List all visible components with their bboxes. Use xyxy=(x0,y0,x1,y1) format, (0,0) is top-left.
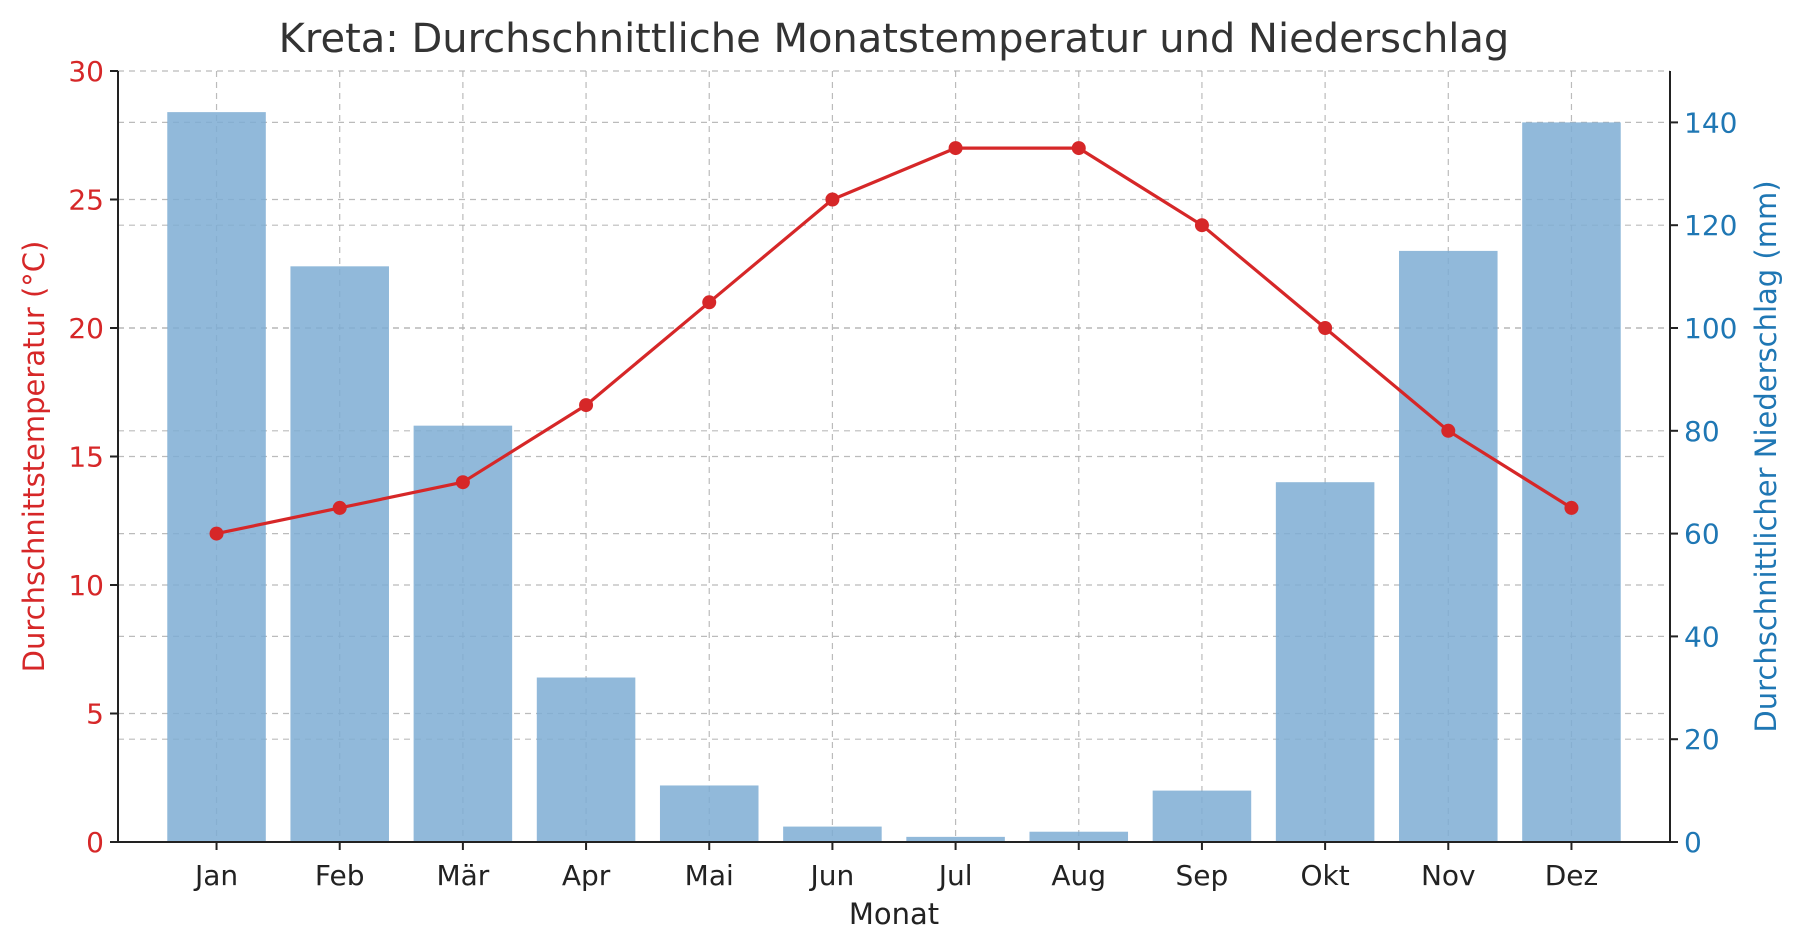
y-right-tick-label: 140 xyxy=(1684,106,1737,139)
precipitation-bar xyxy=(906,836,1005,842)
precipitation-bar xyxy=(536,677,636,842)
x-tick-label: Jan xyxy=(193,859,238,892)
y-left-tick-label: 5 xyxy=(86,698,104,731)
precipitation-bar xyxy=(290,266,389,842)
y-right-tick-label: 20 xyxy=(1684,723,1720,756)
x-tick-label: Apr xyxy=(562,859,611,892)
axes: Jan Feb Mär Apr Mai Jun Jul Aug Sep Okt Nov Dez 0 5 10… xyxy=(68,55,1737,892)
temperature-point xyxy=(1564,500,1579,515)
precipitation-bars xyxy=(167,112,1621,843)
y-left-tick-label: 20 xyxy=(68,312,104,345)
temperature-point xyxy=(579,398,594,413)
precipitation-bar xyxy=(783,826,882,842)
x-axis-label: Monat xyxy=(849,897,939,931)
temperature-point xyxy=(209,526,224,541)
temperature-point xyxy=(948,141,963,156)
chart-title: Kreta: Durchschnittliche Monatstemperatu… xyxy=(279,16,1510,62)
y-right-axis-label: Durchschnittlicher Niederschlag (mm) xyxy=(1749,180,1783,732)
y-right-tick-label: 80 xyxy=(1684,415,1720,448)
y-right-tick-label: 60 xyxy=(1684,518,1720,551)
temperature-point xyxy=(1441,423,1456,438)
temperature-point xyxy=(702,295,717,310)
precipitation-bar xyxy=(413,425,513,842)
y-left-tick-label: 0 xyxy=(86,826,104,859)
precipitation-bar xyxy=(1399,250,1498,842)
precipitation-bar xyxy=(1522,122,1621,842)
temperature-point xyxy=(455,475,470,490)
precipitation-bar xyxy=(1275,482,1375,842)
temperature-point xyxy=(332,500,347,515)
x-tick-label: Feb xyxy=(315,859,365,892)
x-tick-label: Jul xyxy=(937,859,973,892)
y-left-tick-label: 25 xyxy=(68,184,104,217)
x-tick-label: Mär xyxy=(436,859,489,892)
x-tick-label: Aug xyxy=(1051,859,1106,892)
temperature-point xyxy=(1071,141,1086,156)
temperature-point xyxy=(1318,321,1333,335)
precipitation-bar xyxy=(167,112,266,843)
y-left-tick-label: 10 xyxy=(68,569,104,602)
temperature-line-path xyxy=(216,146,1573,536)
y-right-tick-label: 0 xyxy=(1684,826,1702,859)
x-tick-label: Okt xyxy=(1300,859,1349,892)
y-right-tick-label: 40 xyxy=(1684,620,1720,653)
y-left-axis-label: Durchschnittstemperatur (°C) xyxy=(17,241,51,673)
temperature-line xyxy=(209,141,1579,541)
y-right-tick-label: 120 xyxy=(1684,209,1737,242)
x-tick-label: Dez xyxy=(1545,859,1598,892)
y-right-tick-label: 100 xyxy=(1684,312,1737,345)
temperature-point xyxy=(1194,218,1209,233)
x-tick-label: Mai xyxy=(685,859,734,892)
x-tick-label: Jun xyxy=(809,859,855,892)
temperature-point xyxy=(825,192,840,207)
y-left-tick-label: 30 xyxy=(68,55,104,88)
precipitation-bar xyxy=(659,785,759,842)
y-left-tick-label: 15 xyxy=(68,441,104,474)
x-tick-label: Sep xyxy=(1176,859,1229,892)
precipitation-bar xyxy=(1152,790,1252,842)
precipitation-bar xyxy=(1029,831,1129,842)
x-tick-label: Nov xyxy=(1421,859,1476,892)
